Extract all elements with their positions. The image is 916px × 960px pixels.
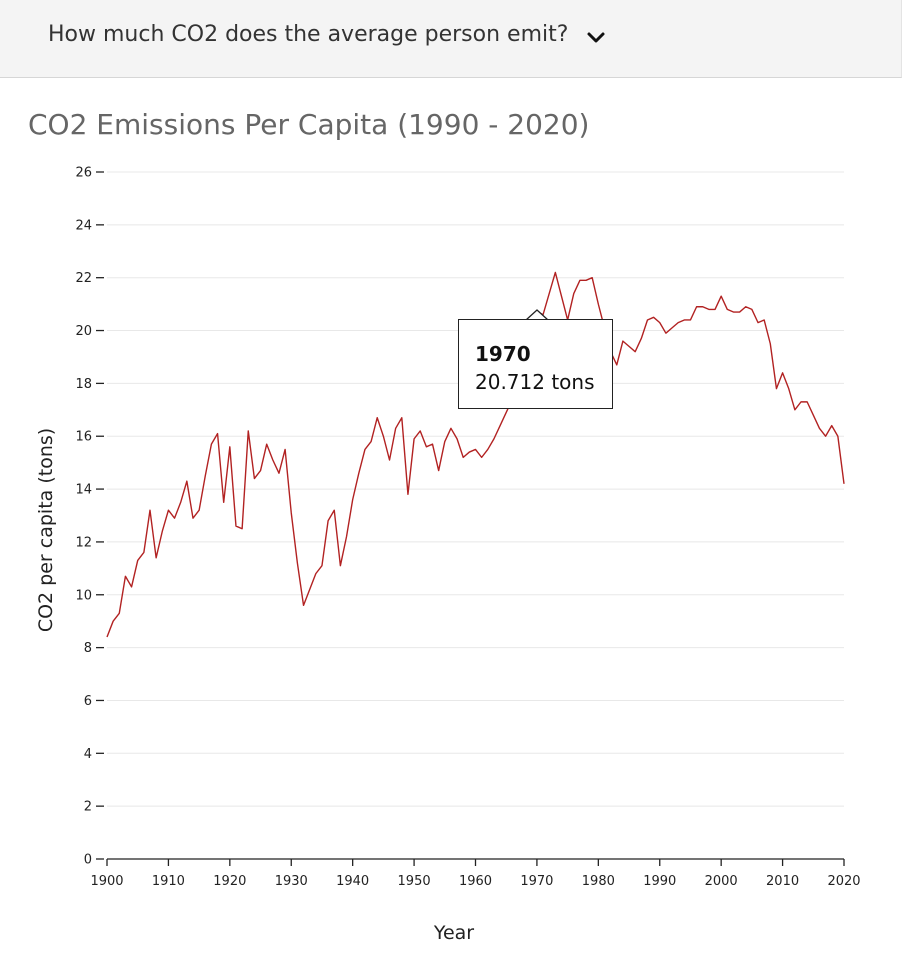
y-tick-label: 22 <box>75 271 92 286</box>
x-tick-label: 1960 <box>459 874 492 889</box>
y-tick-label: 26 <box>75 166 92 181</box>
x-tick-label: 2000 <box>705 874 738 889</box>
tooltip-pointer <box>525 309 549 321</box>
x-tick-label: 1940 <box>336 874 369 889</box>
y-tick-label: 2 <box>84 800 92 815</box>
y-tick-label: 24 <box>75 218 92 233</box>
chevron-down-icon[interactable] <box>584 26 608 50</box>
x-tick-label: 1990 <box>643 874 676 889</box>
x-tick-label: 2020 <box>827 874 860 889</box>
accordion-question[interactable]: How much CO2 does the average person emi… <box>48 22 569 47</box>
accordion-header[interactable]: How much CO2 does the average person emi… <box>0 0 902 78</box>
y-tick-label: 4 <box>84 747 92 762</box>
x-tick-label: 1910 <box>152 874 185 889</box>
tooltip-year: 1970 <box>475 342 531 366</box>
x-tick-label: 1950 <box>398 874 431 889</box>
x-axis-title: Year <box>433 922 474 944</box>
x-tick-label: 1920 <box>213 874 246 889</box>
y-tick-label: 12 <box>75 535 92 550</box>
x-tick-label: 2010 <box>766 874 799 889</box>
chart-title: CO2 Emissions Per Capita (1990 - 2020) <box>28 108 590 141</box>
y-tick-label: 14 <box>75 483 92 498</box>
y-tick-label: 10 <box>75 588 92 603</box>
y-tick-label: 6 <box>84 694 92 709</box>
x-tick-label: 1930 <box>275 874 308 889</box>
x-tick-label: 1900 <box>90 874 123 889</box>
y-tick-label: 18 <box>75 377 92 392</box>
y-tick-label: 20 <box>75 324 92 339</box>
y-axis-title: CO2 per capita (tons) <box>35 428 57 632</box>
tooltip-value: 20.712 tons <box>475 370 595 394</box>
x-tick-label: 1970 <box>520 874 553 889</box>
co2-series-line <box>106 271 845 638</box>
x-tick-label: 1980 <box>582 874 615 889</box>
y-tick-label: 8 <box>84 641 92 656</box>
y-tick-label: 0 <box>84 853 92 868</box>
y-tick-label: 16 <box>75 430 92 445</box>
hover-tooltip: 1970 20.712 tons <box>458 319 613 409</box>
